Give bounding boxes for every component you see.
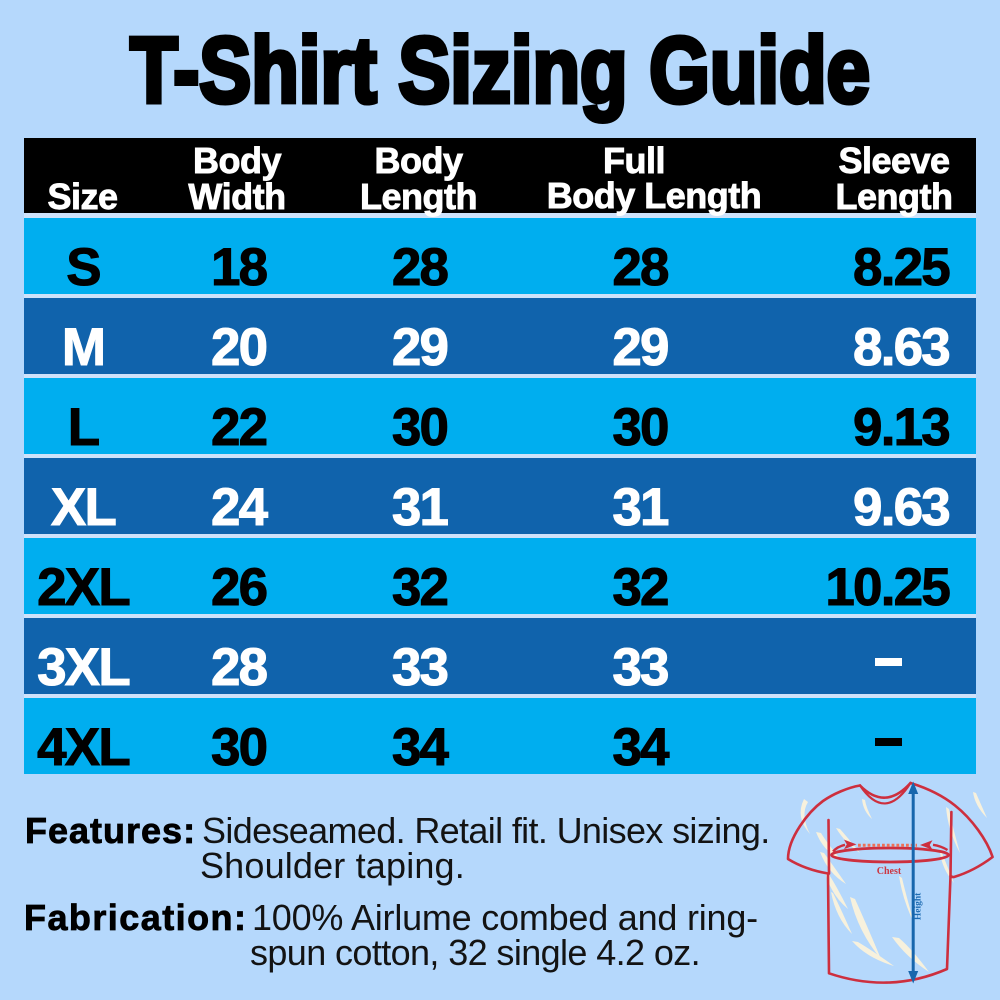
svg-text:Chest: Chest [877,866,902,877]
svg-text:Height: Height [914,892,924,920]
